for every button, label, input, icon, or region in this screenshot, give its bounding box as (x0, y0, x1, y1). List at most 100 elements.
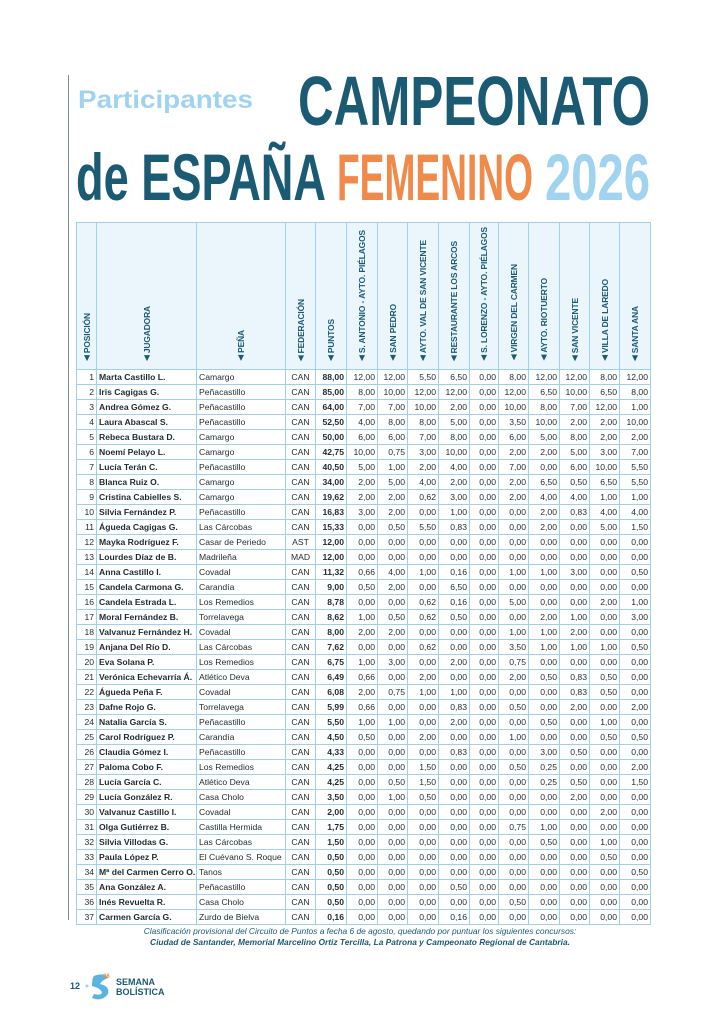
table-cell: 2,00 (528, 518, 560, 535)
table-cell: 0,00 (346, 803, 378, 820)
table-row: 7 Lucía Terán C. Peñacastillo CAN 40,50 5,00 1… (76, 458, 651, 475)
table-cell: 2,00 (438, 653, 470, 670)
table-cell: 2,00 (346, 623, 378, 640)
table-cell: Torrelavega (196, 608, 286, 625)
table-cell: 0,00 (528, 803, 560, 820)
table-cell: Inés Revuelta R. (96, 893, 197, 910)
table-cell: 0,00 (559, 908, 590, 925)
table-cell: 0,00 (469, 863, 499, 880)
table-cell: 0,00 (407, 503, 439, 520)
table-cell: Ana González A. (96, 878, 197, 895)
table-cell: 0,00 (498, 878, 529, 895)
table-row: 15 Candela Carmona G. Carandía CAN 9,00 0,50 2… (76, 578, 651, 595)
table-cell: 0,50 (315, 893, 347, 910)
table-cell: 0,00 (559, 878, 590, 895)
table-cell: 0,50 (346, 728, 378, 745)
table-cell: 64,00 (315, 398, 347, 415)
table-cell: 0,00 (528, 593, 560, 610)
table-cell: 25 (76, 728, 97, 745)
table-cell: 6,00 (346, 428, 378, 445)
table-cell: 18 (76, 623, 97, 640)
column-header: JUGADORA (96, 222, 197, 370)
footnote-line: Clasificación provisional del Circuito d… (143, 926, 577, 936)
table-cell: 2,00 (589, 593, 620, 610)
table-cell: 0,16 (438, 593, 470, 610)
table-cell: 0,00 (407, 878, 439, 895)
table-cell: 0,00 (619, 653, 651, 670)
table-cell: 12,00 (498, 383, 529, 400)
table-row: 14 Anna Castillo I. Covadal CAN 11,32 0,66 4,0… (76, 563, 651, 580)
table-cell: 0,00 (589, 788, 620, 805)
table-cell: 2,00 (438, 713, 470, 730)
table-cell: 0,50 (377, 518, 408, 535)
table-cell: 2,00 (619, 758, 651, 775)
table-cell: 11 (76, 518, 97, 535)
table-cell: 0,00 (498, 548, 529, 565)
table-cell: 5,00 (438, 413, 470, 430)
column-header: VILLA DE LAREDO (589, 222, 620, 370)
table-cell: 0,00 (498, 578, 529, 595)
column-header: AYTO. VAL DE SAN VICENTE (407, 222, 439, 370)
table-cell: 0,00 (469, 683, 499, 700)
table-cell: 4,00 (407, 473, 439, 490)
table-cell: 0,00 (589, 893, 620, 910)
table-cell: Lucía González R. (96, 788, 197, 805)
table-cell: 0,00 (498, 533, 529, 550)
table-cell: 12,00 (377, 368, 408, 385)
table-cell: CAN (285, 878, 316, 895)
table-cell: 42,75 (315, 443, 347, 460)
table-cell: 9,00 (315, 578, 347, 595)
table-row: 21 Verónica Echevarría Á. Atlético Deva CAN… (76, 668, 651, 685)
table-cell: CAN (285, 668, 316, 685)
table-cell: 0,00 (407, 653, 439, 670)
table-cell: 0,00 (498, 773, 529, 790)
table-cell: Covadal (196, 803, 286, 820)
table-cell: 0,00 (438, 773, 470, 790)
table-cell: 0,50 (498, 698, 529, 715)
table-cell: 0,00 (528, 548, 560, 565)
table-cell: 0,00 (528, 893, 560, 910)
table-cell: 52,50 (315, 413, 347, 430)
table-cell: 1,50 (619, 773, 651, 790)
table-cell: Valvanuz Castillo I. (96, 803, 197, 820)
table-cell: 1,00 (438, 683, 470, 700)
table-cell: CAN (285, 653, 316, 670)
table-cell: 1,00 (559, 638, 590, 655)
table-cell: 27 (76, 758, 97, 775)
table-cell: 0,00 (589, 908, 620, 925)
footer: 12 26 SEMANA BOLÍSTICA (70, 974, 165, 1000)
table-cell: CAN (285, 623, 316, 640)
table-cell: 17 (76, 608, 97, 625)
table-cell: Los Remedios (196, 653, 286, 670)
table-cell: Mayka Rodríguez F. (96, 533, 197, 550)
column-header: SANTA ANA (619, 222, 651, 370)
table-cell: Casar de Periedo (196, 533, 286, 550)
table-cell: 0,00 (469, 488, 499, 505)
table-cell: 6,00 (498, 428, 529, 445)
table-cell: Torrelavega (196, 698, 286, 715)
table-cell: 0,00 (528, 683, 560, 700)
table-cell: Carol Rodríguez P. (96, 728, 197, 745)
table-cell: 1,00 (407, 563, 439, 580)
table-cell: 23 (76, 698, 97, 715)
table-cell: 0,00 (407, 863, 439, 880)
table-cell: 7,00 (377, 398, 408, 415)
table-cell: 3,00 (438, 488, 470, 505)
table-cell: Noemí Pelayo L. (96, 443, 197, 460)
table-cell: 0,00 (346, 833, 378, 850)
table-cell: Silvia Villodas G. (96, 833, 197, 850)
table-cell: CAN (285, 593, 316, 610)
table-cell: 1,00 (498, 728, 529, 745)
table-cell: 0,00 (528, 578, 560, 595)
table-cell: 0,00 (589, 698, 620, 715)
table-cell: 0,00 (469, 563, 499, 580)
table-cell: 0,00 (377, 893, 408, 910)
table-cell: 0,00 (498, 833, 529, 850)
column-header: S. LORENZO - AYTO. PIÉLAGOS (469, 222, 499, 370)
table-cell: Lourdes Díaz de B. (96, 548, 197, 565)
table-cell: Camargo (196, 428, 286, 445)
table-cell: 2,00 (589, 413, 620, 430)
table-cell: Peñacastillo (196, 743, 286, 760)
table-cell: 1,00 (589, 488, 620, 505)
table-cell: 14 (76, 563, 97, 580)
